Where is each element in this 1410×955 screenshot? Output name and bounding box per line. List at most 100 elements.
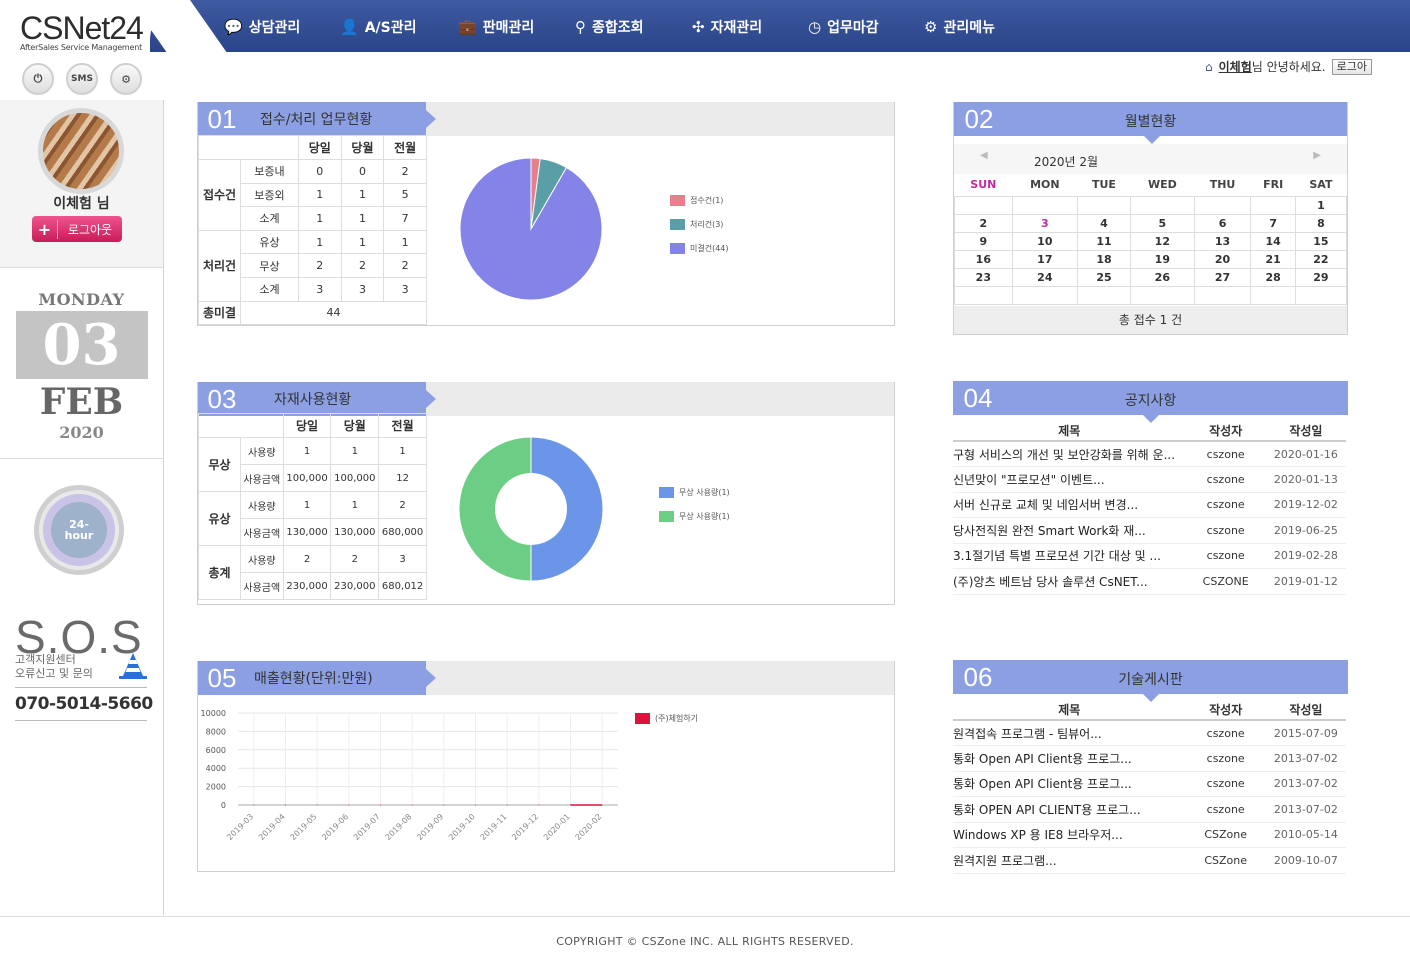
calendar-day[interactable]: 11 — [1076, 231, 1131, 251]
table-row[interactable]: 통화 OPEN API CLIENT용 프로그... cszone 2013-07-… — [953, 796, 1346, 823]
post-title[interactable]: Windows XP 용 IE8 브라우저... — [953, 822, 1186, 848]
post-title[interactable]: 통화 Open API Client용 프로그... — [953, 771, 1186, 797]
calendar-day[interactable]: 25 — [1076, 267, 1131, 287]
panel-monthly: 02 월별현황 ◀ 2020년 2월 ▶ SUN MON TUE WED THU FRI S… — [953, 102, 1348, 335]
series-point[interactable] — [348, 804, 350, 806]
calendar-day[interactable]: 13 — [1193, 231, 1252, 251]
table-row[interactable]: (주)앙츠 베트남 당사 솔루션 CsNET... CSZONE 2019-01-1… — [953, 568, 1346, 595]
calendar-day[interactable]: 19 — [1129, 249, 1195, 269]
calendar-day[interactable]: 26 — [1129, 267, 1195, 287]
calendar-day[interactable]: 23 — [954, 267, 1013, 287]
table-row[interactable]: 통화 Open API Client용 프로그... cszone 2013-07-… — [953, 771, 1346, 797]
cell-value: 3 — [378, 545, 427, 573]
calendar-day[interactable]: 3 — [1011, 213, 1078, 233]
nav-item-0[interactable]: 💬 상담관리 — [224, 17, 300, 37]
calendar-day[interactable]: 28 — [1250, 267, 1296, 287]
post-title[interactable]: 신년맞이 "프로모션" 이벤트... — [953, 466, 1186, 493]
calendar-week — [954, 285, 1348, 305]
nav-item-label: 업무마감 — [827, 20, 879, 36]
nav-item-6[interactable]: ⚙ 관리메뉴 — [924, 17, 995, 37]
greeting-user[interactable]: 이체험 — [1218, 60, 1252, 74]
column-header: 작성자 — [1185, 421, 1266, 442]
calendar-day[interactable]: 12 — [1129, 231, 1195, 251]
post-author: cszone — [1185, 796, 1266, 823]
calendar-nav: ◀ 2020년 2월 ▶ — [954, 144, 1347, 174]
post-date: 2019-12-02 — [1265, 492, 1346, 518]
table-row[interactable]: 원격접속 프로그램 - 팀뷰어... cszone 2015-07-09 — [953, 720, 1346, 746]
calendar-day[interactable]: 10 — [1011, 231, 1078, 251]
calendar-day[interactable]: 1 — [1294, 195, 1348, 215]
calendar-day[interactable]: 9 — [954, 231, 1013, 251]
series-point[interactable] — [538, 804, 540, 806]
table-row[interactable]: 3.1절기념 특별 프로모션 기간 대상 및 ... cszone 2019-02-… — [953, 543, 1346, 569]
series-point[interactable] — [443, 804, 445, 806]
pie-slice[interactable] — [460, 158, 602, 300]
cell-value: 1 — [297, 182, 342, 208]
settings-button[interactable]: ⚙ — [110, 63, 142, 95]
logout-button[interactable]: + 로그아웃 — [32, 216, 122, 242]
nav-item-1[interactable]: 👤 A/S관리 — [340, 17, 416, 37]
calendar-day[interactable]: 29 — [1294, 267, 1348, 287]
user-greeting: ⌂ 이체험 님 안녕하세요. 로그아 — [1205, 58, 1372, 75]
calendar-day[interactable]: 22 — [1294, 249, 1348, 269]
post-title[interactable]: (주)앙츠 베트남 당사 솔루션 CsNET... — [953, 568, 1186, 595]
table-header-row: 당일 당월 전월 — [198, 135, 427, 160]
post-title[interactable]: 원격지원 프로그램... — [953, 847, 1186, 874]
calendar-day[interactable]: 21 — [1250, 249, 1296, 269]
post-title[interactable]: 원격접속 프로그램 - 팀뷰어... — [953, 720, 1186, 746]
series-point[interactable] — [570, 804, 571, 806]
calendar-day[interactable]: 27 — [1193, 267, 1252, 287]
series-point[interactable] — [380, 804, 381, 806]
nav-item-3[interactable]: ⚲ 종합조회 — [575, 17, 644, 37]
row-label: 보증외 — [240, 182, 299, 208]
calendar-day[interactable]: 14 — [1250, 231, 1296, 251]
24-hour-icon[interactable]: 24- hour — [34, 485, 124, 575]
series-point[interactable] — [506, 804, 508, 806]
calendar-day[interactable]: 8 — [1294, 213, 1348, 233]
table-row[interactable]: Windows XP 용 IE8 브라우저... CSZone 2010-05-14 — [953, 822, 1346, 848]
calendar-day[interactable]: 17 — [1011, 249, 1078, 269]
calendar-day[interactable]: 20 — [1193, 249, 1252, 269]
series-point[interactable] — [475, 804, 476, 806]
table-row[interactable]: 당사전직원 완전 Smart Work화 재... cszone 2019-06-2… — [953, 517, 1346, 544]
calendar-day[interactable]: 18 — [1076, 249, 1131, 269]
calendar-day[interactable]: 15 — [1294, 231, 1348, 251]
table-row[interactable]: 구형 서비스의 개선 및 보안강화를 위해 운... cszone 2020-01-… — [953, 441, 1346, 467]
table-row[interactable]: 신년맞이 "프로모션" 이벤트... cszone 2020-01-13 — [953, 466, 1346, 493]
calendar-day[interactable]: 2 — [954, 213, 1013, 233]
series-point[interactable] — [316, 804, 318, 806]
power-button[interactable]: ⏻ — [22, 63, 54, 95]
post-title[interactable]: 서버 신규로 교체 및 네임서버 변경... — [953, 492, 1186, 518]
post-title[interactable]: 통화 OPEN API CLIENT용 프로그... — [953, 796, 1186, 823]
next-month-icon[interactable]: ▶ — [1313, 150, 1321, 161]
home-icon[interactable]: ⌂ — [1205, 59, 1213, 74]
calendar-day[interactable]: 16 — [954, 249, 1013, 269]
series-point[interactable] — [285, 804, 286, 806]
calendar-day — [1129, 195, 1195, 215]
post-title[interactable]: 3.1절기념 특별 프로모션 기간 대상 및 ... — [953, 543, 1186, 569]
calendar-day[interactable]: 4 — [1076, 213, 1131, 233]
notice-table: 제목 작성자 작성일 구형 서비스의 개선 및 보안강화를 위해 운... cszone… — [953, 421, 1346, 595]
post-author: CSZone — [1185, 847, 1266, 874]
calendar-day[interactable]: 24 — [1011, 267, 1078, 287]
series-point[interactable] — [411, 804, 413, 806]
calendar-day[interactable]: 5 — [1129, 213, 1195, 233]
table-row[interactable]: 원격지원 프로그램... CSZone 2009-10-07 — [953, 847, 1346, 874]
calendar-day[interactable]: 7 — [1250, 213, 1296, 233]
nav-item-5[interactable]: ◷ 업무마감 — [808, 17, 879, 37]
post-title[interactable]: 통화 Open API Client용 프로그... — [953, 745, 1186, 772]
sms-button[interactable]: SMS — [66, 63, 98, 95]
logo[interactable]: CSNet24 AfterSales Service Management — [20, 10, 144, 52]
prev-month-icon[interactable]: ◀ — [980, 150, 988, 161]
table-row[interactable]: 통화 Open API Client용 프로그... cszone 2013-07-… — [953, 745, 1346, 772]
post-title[interactable]: 당사전직원 완전 Smart Work화 재... — [953, 517, 1186, 544]
nav-item-2[interactable]: 💼 판매관리 — [458, 17, 534, 37]
post-title[interactable]: 구형 서비스의 개선 및 보안강화를 위해 운... — [953, 441, 1186, 467]
series-point[interactable] — [253, 804, 255, 806]
table-row[interactable]: 서버 신규로 교체 및 네임서버 변경... cszone 2019-12-02 — [953, 492, 1346, 518]
calendar-day[interactable]: 6 — [1193, 213, 1252, 233]
nav-item-4[interactable]: ✣ 자재관리 — [692, 17, 762, 37]
series-point[interactable] — [601, 804, 603, 806]
traffic-cone-icon — [119, 653, 147, 679]
logout-small-button[interactable]: 로그아 — [1331, 58, 1372, 75]
